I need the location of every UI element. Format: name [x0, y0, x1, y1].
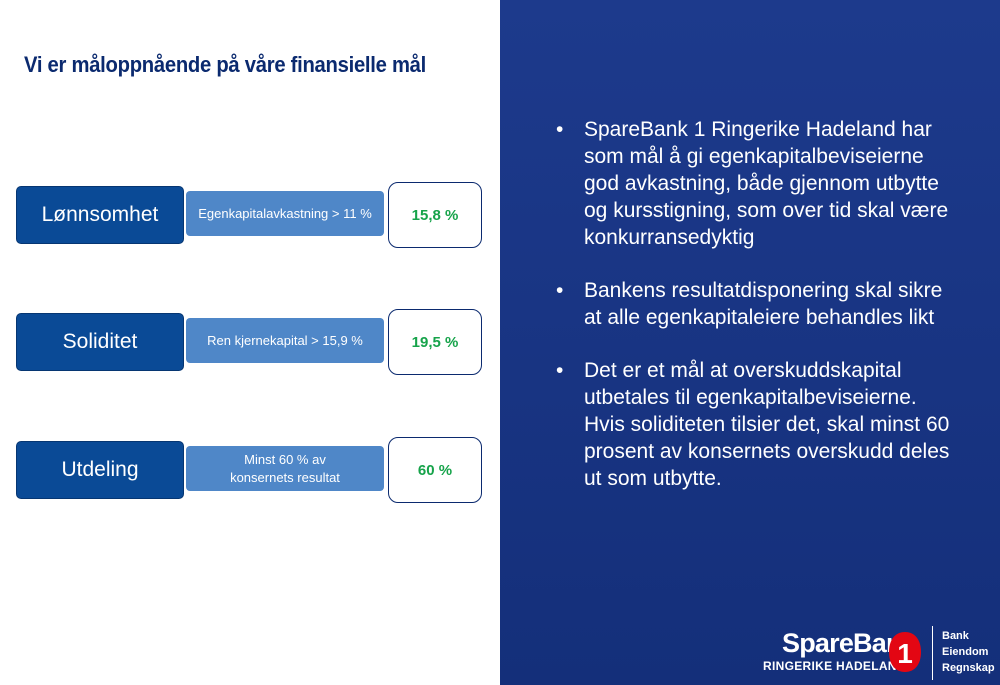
- logo-unit: Eiendom: [942, 646, 989, 658]
- bullet-list: • SpareBank 1 Ringerike Hadeland har som …: [556, 116, 956, 518]
- logo-subtitle: RINGERIKE HADELAND: [763, 659, 906, 673]
- bullet-text: Det er et mål at overskuddskapital utbet…: [584, 359, 950, 490]
- category-box: Lønnsomhet: [16, 186, 184, 244]
- category-box: Soliditet: [16, 313, 184, 371]
- goal-row-lonnsomhet: Lønnsomhet Egenkapitalavkastning > 11 % …: [0, 182, 500, 256]
- criterion-box: Ren kjernekapital > 15,9 %: [186, 318, 384, 363]
- goal-row-utdeling: Utdeling Minst 60 % av konsernets result…: [0, 437, 500, 511]
- bullet-item: • SpareBank 1 Ringerike Hadeland har som …: [556, 116, 956, 251]
- bullet-text: SpareBank 1 Ringerike Hadeland har som m…: [584, 118, 949, 249]
- bullet-item: • Bankens resultatdisponering skal sikre …: [556, 277, 956, 331]
- sparebank-logo: SpareBank RINGERIKE HADELAND 1 Bank Eien…: [760, 624, 1000, 685]
- page-title: Vi er måloppnående på våre finansielle m…: [24, 52, 426, 77]
- criterion-box: Egenkapitalavkastning > 11 %: [186, 191, 384, 236]
- logo-unit: Regnskap: [942, 662, 995, 674]
- bullet-item: • Det er et mål at overskuddskapital utbe…: [556, 357, 956, 492]
- bullet-text: Bankens resultatdisponering skal sikre a…: [584, 279, 943, 329]
- goal-row-soliditet: Soliditet Ren kjernekapital > 15,9 % 19,…: [0, 309, 500, 383]
- right-panel: [500, 0, 1000, 685]
- bullet-dot-icon: •: [556, 359, 564, 382]
- logo-divider: [932, 626, 933, 680]
- result-box: 19,5 %: [388, 309, 482, 375]
- sparebank-1-mark-icon: 1: [889, 632, 921, 672]
- result-box: 60 %: [388, 437, 482, 503]
- logo-mark-text: 1: [897, 638, 913, 669]
- category-box: Utdeling: [16, 441, 184, 499]
- bullet-dot-icon: •: [556, 118, 564, 141]
- result-box: 15,8 %: [388, 182, 482, 248]
- logo-units: Bank Eiendom Regnskap: [942, 628, 995, 676]
- logo-unit: Bank: [942, 630, 969, 642]
- left-panel: Vi er måloppnående på våre finansielle m…: [0, 52, 500, 511]
- bullet-dot-icon: •: [556, 279, 564, 302]
- criterion-box: Minst 60 % av konsernets resultat: [186, 446, 384, 491]
